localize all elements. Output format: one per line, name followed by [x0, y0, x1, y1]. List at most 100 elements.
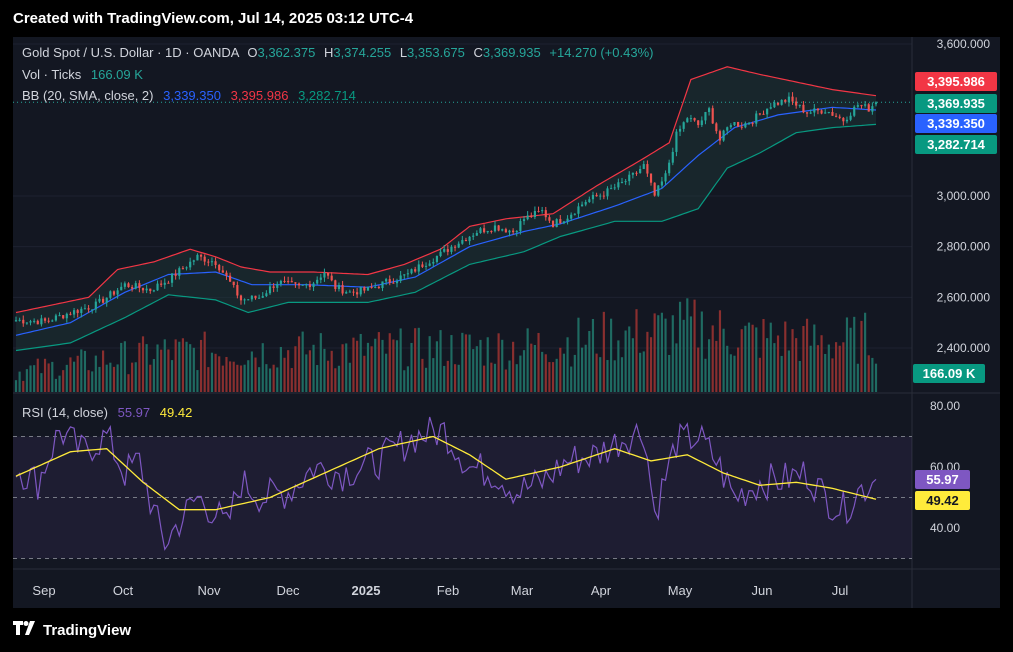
volume-bar	[711, 325, 714, 392]
volume-bar	[287, 350, 290, 392]
candle-body	[646, 164, 649, 174]
time-tick-label: Sep	[32, 583, 55, 598]
rsi-legend: RSI (14, close) 55.97 49.42	[22, 405, 192, 420]
volume-bar	[493, 363, 497, 392]
volume-bar	[599, 357, 602, 392]
candle-body	[668, 162, 671, 174]
volume-bar	[225, 356, 228, 392]
volume-bar	[853, 316, 856, 392]
candle-body	[366, 286, 370, 291]
volume-bar	[131, 362, 134, 392]
volume-bar	[203, 331, 206, 392]
volume-bar	[254, 357, 257, 392]
candle-body	[54, 315, 57, 321]
volume-bar	[261, 343, 264, 392]
candle-body	[613, 187, 616, 189]
candle-body	[14, 320, 18, 322]
volume-bar	[218, 356, 221, 392]
candle-body	[388, 279, 391, 283]
volume-bar	[573, 354, 576, 392]
candle-body	[700, 120, 703, 126]
candle-body	[628, 174, 631, 182]
candle-body	[337, 284, 341, 289]
candle-body	[610, 188, 613, 190]
volume-bar	[356, 340, 359, 392]
candle-body	[236, 285, 239, 296]
volume-bar	[678, 301, 682, 392]
volume-bar	[733, 355, 736, 392]
bb-upper-badge: 3,395.986	[915, 72, 997, 91]
tradingview-brand[interactable]: TradingView	[13, 621, 131, 639]
candle-body	[417, 264, 420, 272]
volume-bar	[613, 360, 616, 392]
bb-legend: BB (20, SMA, close, 2) 3,339.350 3,395.9…	[22, 88, 356, 103]
volume-bar	[864, 312, 867, 392]
candle-body	[167, 282, 170, 284]
candle-body	[403, 274, 406, 276]
rsi-ma-badge: 49.42	[915, 491, 970, 510]
candle-body	[697, 120, 700, 126]
bb-label[interactable]: BB (20, SMA, close, 2)	[22, 88, 154, 103]
candle-body	[22, 319, 25, 324]
candle-body	[105, 297, 108, 303]
candle-body	[199, 254, 203, 257]
candle-body	[766, 108, 769, 115]
volume-bar	[776, 335, 780, 392]
rsi-layer	[13, 416, 912, 559]
volume-layer	[14, 298, 878, 392]
candle-body	[210, 261, 214, 263]
candle-body	[268, 286, 272, 294]
candle-body	[856, 105, 859, 107]
candle-body	[297, 283, 301, 286]
candle-body	[131, 287, 134, 289]
candle-body	[595, 194, 598, 197]
chart-area[interactable]	[13, 37, 1000, 608]
volume-bar	[283, 357, 286, 392]
candle-body	[657, 185, 660, 196]
volume-bar	[671, 315, 674, 392]
volume-bar	[562, 353, 566, 392]
high-label: H	[323, 45, 334, 60]
candle-body	[40, 318, 43, 325]
candle-body	[326, 272, 330, 276]
candle-body	[323, 272, 326, 278]
candle-body	[845, 119, 849, 122]
open-value: 3,362.375	[257, 45, 316, 60]
candle-body	[381, 281, 384, 289]
candle-body	[551, 220, 555, 228]
rsi-badge: 55.97	[915, 470, 970, 489]
volume-bar	[152, 359, 155, 392]
grid-layer	[13, 37, 1000, 608]
candle-body	[377, 286, 380, 289]
rsi-label[interactable]: RSI (14, close)	[22, 405, 108, 420]
candle-body	[805, 112, 809, 114]
candle-body	[744, 123, 747, 128]
volume-bar	[541, 351, 544, 392]
candle-body	[795, 101, 798, 106]
candle-body	[276, 283, 279, 288]
volume-bar	[366, 342, 370, 392]
volume-bar	[700, 311, 703, 392]
price-tick-label: 3,000.000	[937, 189, 991, 203]
volume-bar	[341, 344, 344, 392]
candle-body	[802, 104, 805, 113]
volume-bar	[849, 327, 852, 392]
time-tick-label: May	[668, 583, 693, 598]
volume-bar	[72, 361, 76, 392]
volume-bar	[87, 370, 90, 392]
volume-bar	[798, 360, 801, 392]
candle-body	[25, 322, 28, 324]
candle-body	[43, 318, 47, 321]
candle-body	[570, 214, 573, 219]
candle-body	[693, 118, 696, 121]
candle-body	[443, 249, 446, 252]
candle-body	[98, 298, 101, 302]
symbol-name[interactable]: Gold Spot / U.S. Dollar · 1D · OANDA	[22, 45, 239, 60]
volume-bar	[18, 371, 21, 392]
volume-bar	[686, 298, 689, 392]
volume-bar	[43, 358, 47, 392]
volume-bar	[577, 317, 580, 392]
volume-label[interactable]: Vol · Ticks	[22, 67, 82, 82]
candle-body	[221, 270, 224, 273]
